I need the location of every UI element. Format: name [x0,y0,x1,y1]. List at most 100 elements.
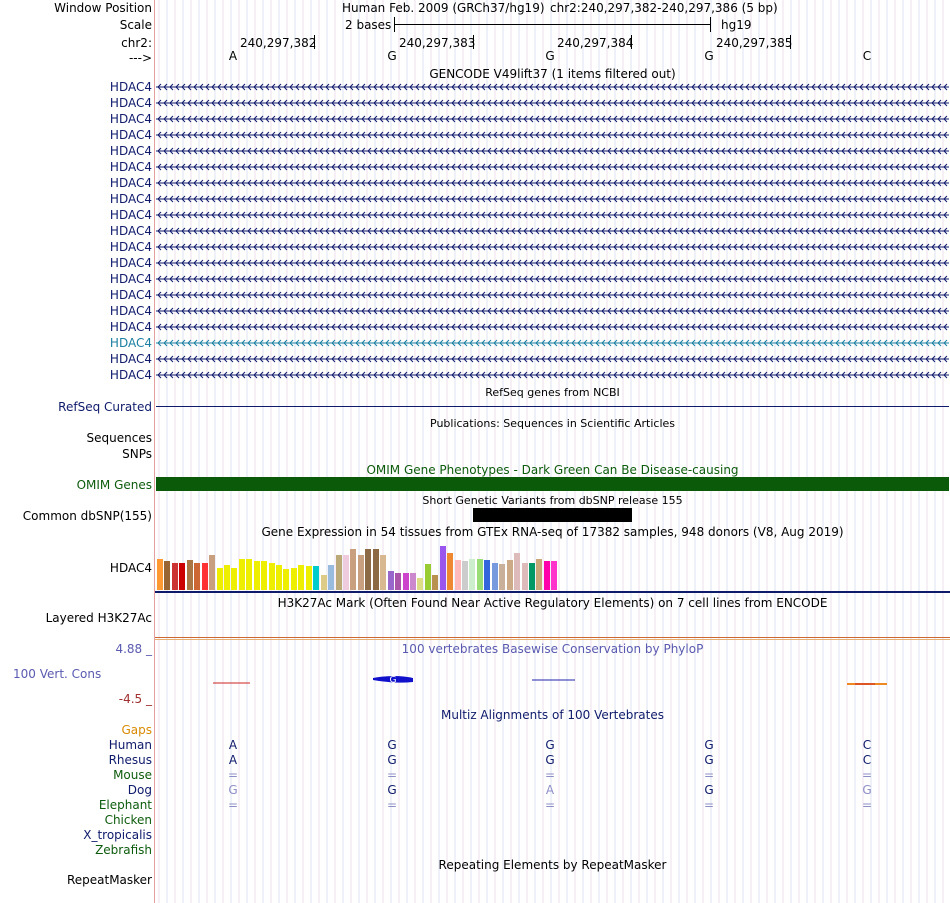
gtex-tissue-bar[interactable] [357,555,364,590]
gtex-tissue-bar[interactable] [171,562,178,590]
dbsnp-title[interactable]: Short Genetic Variants from dbSNP releas… [422,494,683,507]
gtex-tissue-bar[interactable] [179,562,186,590]
species-label[interactable]: X_tropicalis [83,828,152,842]
omim-gene-bar[interactable] [156,477,949,491]
gtex-tissue-bar[interactable] [186,560,193,590]
gtex-tissue-bar[interactable] [261,561,268,590]
gtex-tissue-bar[interactable] [551,561,558,590]
gencode-transcript-label[interactable]: HDAC4 [109,320,152,334]
gtex-tissue-bar[interactable] [313,566,320,590]
gencode-transcript-label[interactable]: HDAC4 [109,224,152,238]
gtex-tissue-bar[interactable] [417,577,424,590]
gencode-transcript-line[interactable] [156,370,949,380]
gtex-tissue-bar[interactable] [380,555,387,590]
gtex-tissue-bar[interactable] [439,546,446,590]
position-text[interactable]: chr2:240,297,382-240,297,386 (5 bp) [550,1,778,15]
gencode-transcript-line[interactable] [156,114,949,124]
gtex-tissue-bar[interactable] [194,562,201,590]
gencode-transcript-label[interactable]: HDAC4 [109,240,152,254]
gtex-tissue-bar[interactable] [164,561,171,590]
gtex-bar-chart[interactable] [155,540,558,590]
gtex-tissue-bar[interactable] [484,560,491,590]
gtex-tissue-bar[interactable] [536,559,543,590]
gtex-title[interactable]: Gene Expression in 54 tissues from GTEx … [261,525,844,539]
gtex-tissue-bar[interactable] [246,559,253,590]
gtex-tissue-bar[interactable] [476,559,483,590]
gtex-tissue-bar[interactable] [216,567,223,590]
gencode-transcript-line[interactable] [156,306,949,316]
gencode-transcript-line[interactable] [156,242,949,252]
species-label[interactable]: Elephant [98,798,152,812]
gencode-transcript-line[interactable] [156,162,949,172]
gtex-tissue-bar[interactable] [335,555,342,590]
gtex-tissue-bar[interactable] [402,572,409,590]
gencode-transcript-line[interactable] [156,322,949,332]
gencode-transcript-line[interactable] [156,274,949,284]
gtex-tissue-bar[interactable] [491,562,498,590]
gencode-title[interactable]: GENCODE V49lift37 (1 items filtered out) [429,67,676,81]
dbsnp-label[interactable]: Common dbSNP(155) [22,509,152,523]
gtex-tissue-bar[interactable] [521,562,528,590]
gtex-tissue-bar[interactable] [276,565,283,590]
gtex-tissue-bar[interactable] [350,549,357,590]
gtex-tissue-bar[interactable] [290,567,297,590]
gencode-transcript-label[interactable]: HDAC4 [109,192,152,206]
gtex-tissue-bar[interactable] [328,565,335,590]
species-label[interactable]: Chicken [104,813,152,827]
gencode-transcript-label[interactable]: HDAC4 [109,144,152,158]
gtex-tissue-bar[interactable] [499,564,506,590]
gtex-tissue-bar[interactable] [298,565,305,590]
gtex-tissue-bar[interactable] [543,561,550,590]
species-label[interactable]: Human [108,738,152,752]
gencode-transcript-label[interactable]: HDAC4 [109,112,152,126]
species-label[interactable]: Mouse [113,768,152,782]
gencode-transcript-label[interactable]: HDAC4 [109,96,152,110]
gencode-transcript-line[interactable] [156,226,949,236]
refseq-title[interactable]: RefSeq genes from NCBI [485,386,620,399]
species-label[interactable]: Zebrafish [95,843,152,857]
gtex-tissue-bar[interactable] [372,549,379,590]
gencode-transcript-label[interactable]: HDAC4 [109,304,152,318]
gencode-transcript-line[interactable] [156,98,949,108]
gtex-tissue-bar[interactable] [268,562,275,590]
gtex-tissue-bar[interactable] [209,555,216,590]
refseq-gene-line[interactable] [156,406,949,407]
gtex-tissue-bar[interactable] [283,569,290,590]
h3k27ac-label[interactable]: Layered H3K27Ac [45,611,152,625]
gtex-tissue-bar[interactable] [157,559,163,590]
species-label[interactable]: Dog [127,783,152,797]
h3k27ac-title[interactable]: H3K27Ac Mark (Often Found Near Active Re… [277,596,828,610]
gencode-transcript-label[interactable]: HDAC4 [109,208,152,222]
gencode-transcript-line[interactable] [156,194,949,204]
gtex-tissue-bar[interactable] [387,571,394,590]
gtex-tissue-bar[interactable] [409,572,416,590]
gencode-transcript-label[interactable]: HDAC4 [109,272,152,286]
phylop-label[interactable]: 100 Vert. Cons [13,667,102,681]
gencode-transcript-line[interactable] [156,258,949,268]
repeatmasker-label[interactable]: RepeatMasker [66,873,152,887]
refseq-label[interactable]: RefSeq Curated [58,400,152,414]
gtex-tissue-bar[interactable] [343,555,349,590]
gtex-tissue-bar[interactable] [395,572,402,590]
gtex-tissue-bar[interactable] [424,564,431,590]
gencode-transcript-label[interactable]: HDAC4 [109,336,152,350]
gencode-transcript-label[interactable]: HDAC4 [109,160,152,174]
gencode-transcript-label[interactable]: HDAC4 [109,80,152,94]
publications-title[interactable]: Publications: Sequences in Scientific Ar… [430,417,675,430]
gtex-tissue-bar[interactable] [506,560,513,590]
gencode-transcript-line[interactable] [156,146,949,156]
gencode-transcript-label[interactable]: HDAC4 [109,256,152,270]
gencode-transcript-label[interactable]: HDAC4 [109,288,152,302]
publications-label-snps[interactable]: SNPs [122,447,152,461]
gtex-tissue-bar[interactable] [223,565,230,590]
repeatmasker-title[interactable]: Repeating Elements by RepeatMasker [438,858,667,872]
gencode-transcript-label[interactable]: HDAC4 [109,128,152,142]
gencode-transcript-line[interactable] [156,82,949,92]
gtex-tissue-bar[interactable] [201,562,208,590]
gtex-tissue-bar[interactable] [514,552,521,590]
species-label[interactable]: Rhesus [108,753,152,767]
gencode-transcript-line[interactable] [156,354,949,364]
publications-label-sequences[interactable]: Sequences [86,431,152,445]
omim-title[interactable]: OMIM Gene Phenotypes - Dark Green Can Be… [366,463,739,477]
gtex-tissue-bar[interactable] [462,561,469,590]
